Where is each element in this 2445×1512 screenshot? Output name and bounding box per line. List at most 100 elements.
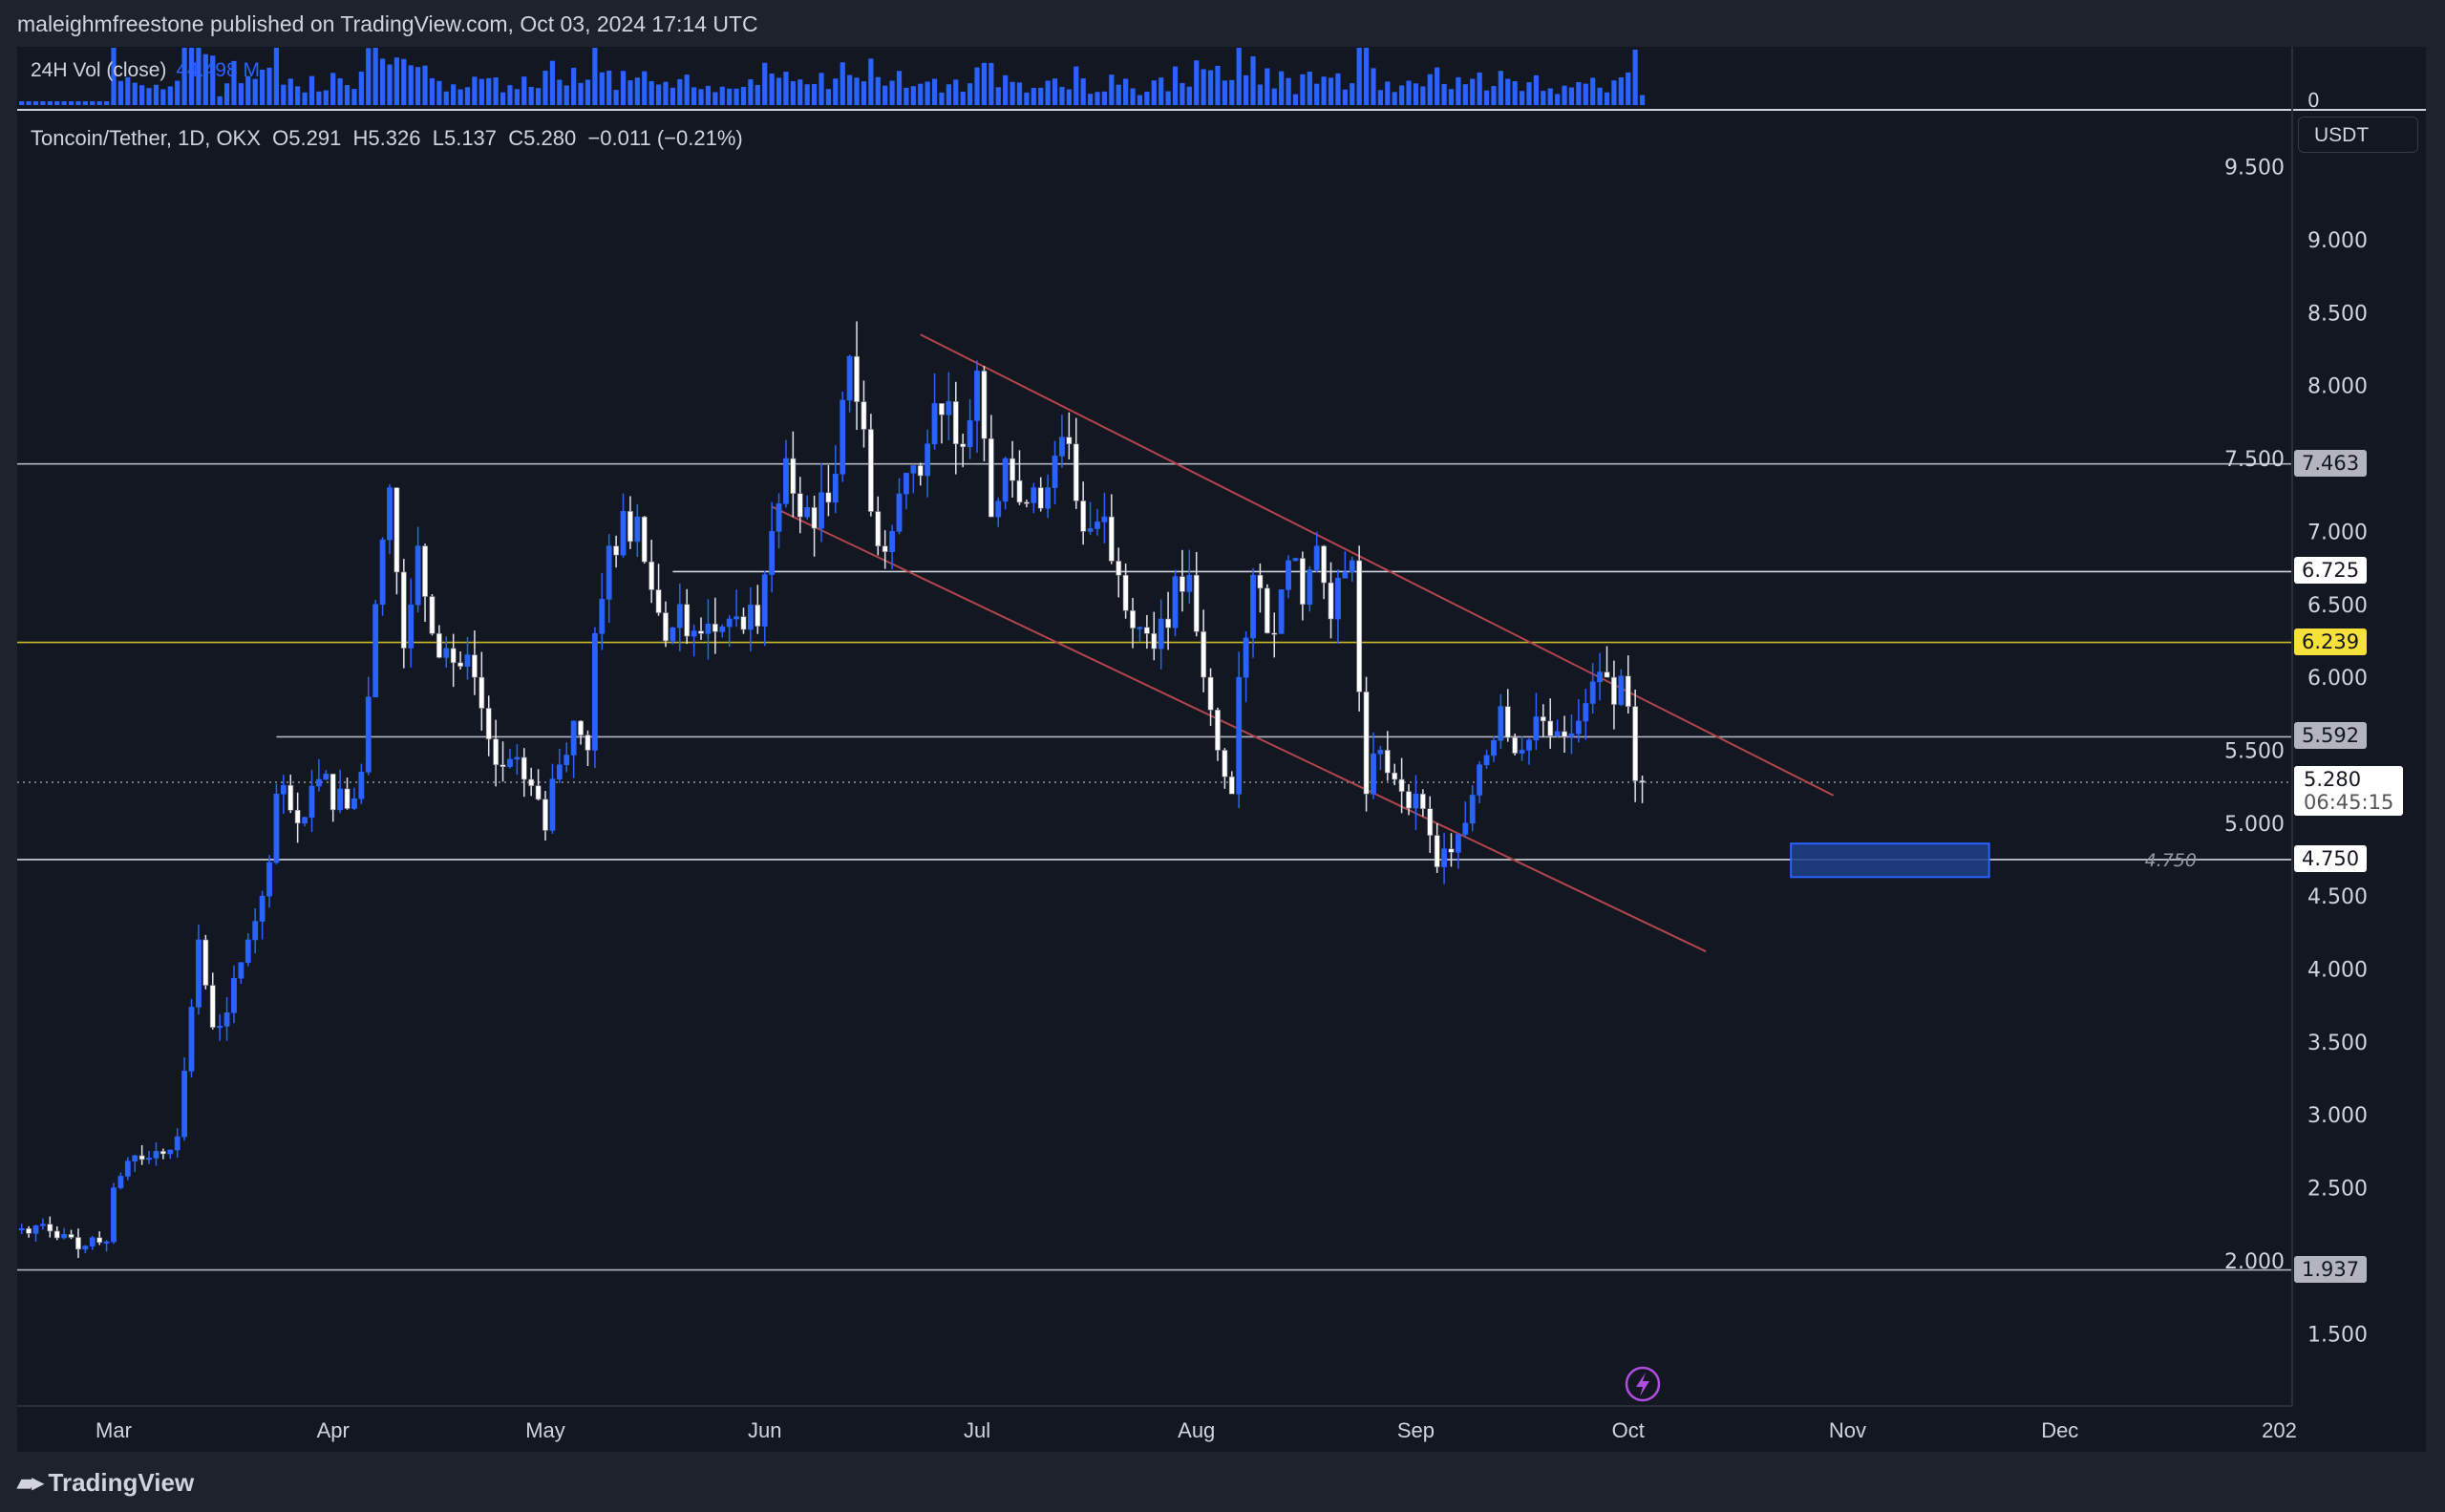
- volume-bar: [642, 71, 648, 105]
- candle: [1554, 719, 1561, 738]
- candle-body: [1222, 750, 1228, 777]
- candle-body: [1498, 706, 1504, 741]
- candle-body: [244, 939, 251, 964]
- candle-body: [981, 371, 988, 439]
- candle-body: [570, 720, 577, 756]
- candle-body: [1321, 545, 1328, 584]
- volume-bar: [1562, 85, 1567, 105]
- symbol-legend: Toncoin/Tether, 1D, OKX O5.291 H5.326 L5…: [31, 126, 743, 151]
- chart-panel[interactable]: [17, 47, 2426, 1452]
- candle-body: [153, 1151, 159, 1159]
- tradingview-logo[interactable]: ▰▸ TradingView: [17, 1468, 194, 1498]
- candle-body: [1264, 587, 1270, 634]
- candle: [244, 933, 251, 967]
- volume-bar: [960, 91, 966, 105]
- volume-bar: [1342, 89, 1348, 105]
- candle-body: [655, 589, 662, 613]
- volume-bar: [1385, 81, 1391, 105]
- candle: [117, 1172, 124, 1190]
- candle: [1356, 545, 1363, 712]
- candle-body: [698, 630, 704, 634]
- candle: [1087, 501, 1094, 535]
- volume-bar: [415, 67, 421, 105]
- candle-body: [585, 735, 591, 751]
- right-margin: [2426, 47, 2445, 1452]
- volume-bar: [896, 71, 903, 105]
- candle-body: [1313, 545, 1320, 570]
- candle-body: [1002, 458, 1009, 502]
- volume-bar: [882, 85, 888, 105]
- candle: [988, 415, 994, 518]
- bar-countdown: 06:45:15: [2304, 791, 2394, 815]
- candle: [1186, 549, 1193, 604]
- candle-body: [1618, 675, 1625, 705]
- volume-bar: [26, 101, 32, 105]
- symbol-name[interactable]: Toncoin/Tether, 1D, OKX: [31, 126, 261, 150]
- candle: [472, 630, 478, 695]
- candle: [429, 594, 436, 636]
- price-tick-label: 7.500: [2224, 448, 2285, 472]
- candle-body: [528, 778, 535, 786]
- volume-bar: [634, 77, 640, 105]
- volume-value: 44.498 M: [176, 59, 260, 81]
- candle: [1512, 733, 1519, 756]
- candle: [740, 607, 747, 634]
- volume-bar: [833, 78, 839, 105]
- candle: [132, 1154, 138, 1173]
- currency-button[interactable]: USDT: [2298, 117, 2418, 153]
- candle: [1250, 567, 1256, 658]
- candle: [493, 719, 500, 787]
- volume-bar: [1016, 82, 1023, 105]
- candle: [1073, 417, 1079, 509]
- candle-body: [472, 654, 478, 678]
- candle: [585, 730, 591, 767]
- volume-bar: [1066, 89, 1072, 105]
- volume-bar: [1116, 84, 1121, 105]
- candle-body: [188, 1007, 195, 1072]
- candle: [252, 907, 259, 954]
- candle: [917, 462, 924, 486]
- candle: [507, 748, 513, 769]
- candle-body: [1328, 582, 1334, 620]
- volume-bar: [1172, 66, 1179, 105]
- candle: [1335, 568, 1341, 644]
- price-tick-label: 5.500: [2224, 739, 2285, 763]
- candle: [981, 366, 988, 462]
- volume-bar: [698, 89, 704, 105]
- candle-body: [18, 1228, 25, 1231]
- candle-body: [952, 401, 959, 445]
- volume-bar: [1074, 66, 1079, 105]
- volume-bar: [939, 92, 945, 105]
- ohlc-change: −0.011 (−0.21%): [587, 126, 743, 150]
- candle-body: [174, 1136, 181, 1151]
- candle-body: [917, 465, 924, 477]
- volume-bar: [302, 92, 308, 105]
- volume-bar: [1483, 90, 1490, 105]
- volume-bar: [372, 48, 378, 105]
- candle-body: [1356, 560, 1363, 692]
- candle: [450, 633, 457, 688]
- current-price-value: 5.280: [2304, 768, 2362, 792]
- candle-body: [32, 1225, 39, 1234]
- volume-bar: [266, 67, 272, 105]
- candle: [174, 1128, 181, 1159]
- candle: [1498, 693, 1504, 749]
- candle: [861, 380, 867, 448]
- candle: [1441, 833, 1447, 884]
- volume-bar: [1003, 75, 1009, 105]
- candle: [1180, 549, 1185, 612]
- candle: [1540, 704, 1546, 737]
- price-tick-label: 7.000: [2307, 521, 2368, 544]
- volume-bar: [1024, 92, 1030, 105]
- candle: [599, 573, 606, 650]
- volume-bar: [925, 81, 930, 105]
- candle-body: [47, 1224, 53, 1232]
- candle-body: [337, 788, 344, 811]
- volume-bars: [19, 48, 1646, 105]
- candle: [790, 431, 797, 518]
- candle: [974, 360, 980, 454]
- volume-bar: [1512, 81, 1518, 105]
- candle: [196, 924, 202, 1015]
- candle: [521, 748, 527, 798]
